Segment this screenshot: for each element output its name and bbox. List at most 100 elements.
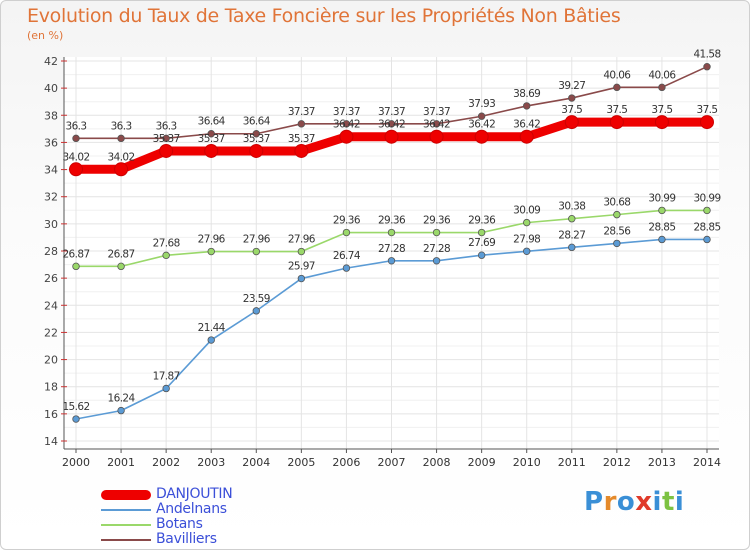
data-point [703, 235, 711, 244]
data-label: 30.99 [693, 192, 720, 204]
data-point [523, 218, 531, 227]
data-label: 38.69 [513, 88, 540, 100]
data-point [162, 251, 170, 260]
data-label: 27.68 [153, 237, 180, 249]
logo-letter: x [635, 487, 653, 517]
legend-label: DANJOUTIN [156, 486, 233, 502]
legend-swatch [101, 490, 151, 500]
data-label: 28.56 [603, 225, 631, 237]
data-point [72, 415, 80, 423]
data-label: 28.85 [648, 221, 675, 233]
data-label: 37.37 [378, 106, 405, 118]
data-point [568, 243, 576, 252]
x-tick-label: 2013 [648, 456, 676, 469]
data-point [658, 206, 666, 215]
x-tick-label: 2003 [197, 456, 225, 469]
y-tick-label: 32 [44, 191, 58, 204]
legend-label: Andelnans [156, 501, 227, 517]
x-tick-label: 2001 [107, 456, 135, 469]
x-tick-label: 2012 [603, 456, 631, 469]
data-label: 26.87 [62, 248, 89, 260]
data-point [658, 83, 666, 92]
logo-letter: t [661, 487, 675, 517]
data-label: 34.02 [62, 151, 89, 163]
data-point [519, 129, 534, 144]
data-point [72, 134, 80, 143]
data-point [703, 206, 711, 215]
logo-letter: o [616, 487, 636, 517]
data-label: 25.97 [288, 261, 315, 273]
data-point [159, 143, 174, 158]
data-label: 37.37 [423, 106, 450, 118]
data-point [432, 120, 441, 128]
data-point [568, 94, 576, 102]
data-point [477, 112, 486, 120]
data-label: 29.36 [468, 215, 496, 227]
data-point [114, 162, 129, 177]
data-label: 21.44 [198, 322, 226, 334]
data-point [654, 115, 669, 130]
series-botans: 26.87 26.87 27.68 27.96 27.96 27.96 29.36 29.36… [62, 192, 721, 271]
data-label: 27.96 [243, 234, 271, 246]
data-point [564, 115, 579, 130]
data-point [117, 262, 125, 271]
data-point [432, 228, 441, 237]
data-label: 29.36 [378, 215, 406, 227]
data-point [477, 251, 486, 259]
y-tick-label: 30 [44, 218, 58, 231]
data-label: 40.06 [648, 69, 676, 81]
data-point [252, 307, 260, 315]
data-point [384, 129, 399, 144]
data-point [523, 102, 531, 110]
y-tick-label: 36 [44, 136, 58, 149]
data-point [72, 262, 80, 271]
data-point [703, 62, 711, 71]
data-label: 37.37 [333, 106, 360, 118]
data-label: 26.74 [333, 250, 361, 262]
data-point [207, 130, 215, 138]
x-tick-label: 2006 [332, 456, 360, 469]
data-point [342, 120, 351, 128]
data-label: 17.87 [153, 370, 180, 382]
logo-letter: P [584, 487, 604, 517]
x-tick-label: 2009 [468, 456, 496, 469]
x-tick-label: 2011 [558, 456, 586, 469]
data-label: 36.3 [156, 120, 177, 132]
data-point [474, 129, 489, 144]
logo-letter: i [652, 487, 662, 517]
y-tick-label: 18 [44, 381, 58, 394]
data-label: 27.96 [198, 234, 226, 246]
x-tick-label: 2000 [62, 456, 90, 469]
data-label: 37.5 [561, 104, 582, 116]
data-point [207, 336, 215, 344]
data-point [117, 406, 125, 415]
y-tick-label: 22 [44, 326, 58, 339]
data-label: 26.87 [108, 248, 135, 260]
data-label: 15.62 [62, 401, 89, 413]
data-label: 30.68 [603, 197, 630, 209]
data-label: 27.28 [378, 243, 405, 255]
y-tick-label: 28 [44, 245, 58, 258]
data-point [297, 247, 306, 256]
data-label: 36.42 [468, 119, 495, 131]
series-bavilliers: 36.3 36.3 36.3 36.64 36.64 37.37 37.37 37.37 37.… [66, 49, 721, 143]
data-label: 37.37 [288, 106, 315, 118]
data-point [658, 235, 666, 244]
data-point [342, 264, 351, 272]
data-point [387, 120, 396, 128]
data-label: 34.02 [108, 151, 135, 163]
data-label: 35.37 [288, 133, 315, 145]
data-label: 35.37 [198, 133, 225, 145]
data-point [252, 130, 260, 138]
data-point [162, 134, 170, 143]
data-label: 16.24 [108, 393, 136, 405]
y-tick-label: 42 [44, 55, 58, 68]
data-label: 27.28 [423, 243, 450, 255]
data-point [613, 210, 621, 219]
data-point [204, 143, 219, 158]
legend-swatch [101, 539, 151, 541]
data-label: 36.3 [66, 120, 87, 132]
data-point [207, 247, 215, 256]
data-label: 35.37 [153, 133, 180, 145]
